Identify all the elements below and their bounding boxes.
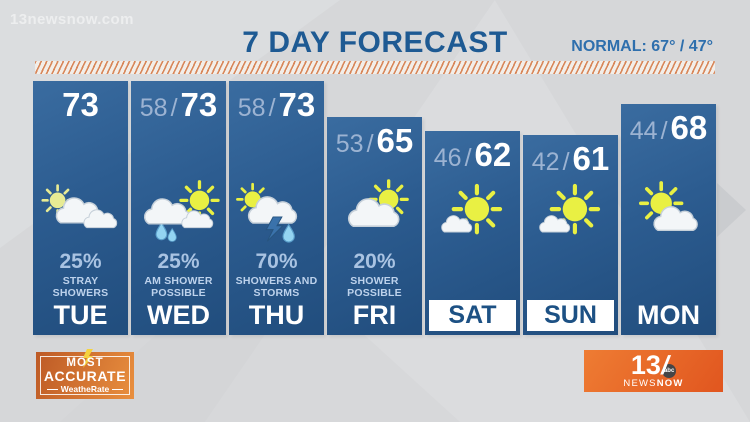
day-column-mon: 44 / 68 MON	[621, 104, 716, 335]
hatched-divider	[35, 61, 715, 74]
low-temp: 53	[335, 130, 364, 158]
condition-text: STRAY SHOWERS	[52, 275, 109, 299]
low-temp: 44	[629, 117, 658, 145]
condition-text: SHOWER POSSIBLE	[347, 275, 402, 299]
showers-then-sun-icon	[131, 180, 226, 245]
temps: 42 / 61	[523, 142, 618, 179]
mostly-sunny-icon	[523, 183, 618, 245]
precip-chance: 20%	[353, 250, 396, 273]
high-temp: 68	[670, 109, 708, 146]
precip-chance: 25%	[59, 250, 102, 273]
day-column-wed: 58 / 73 25% AM SHOWER POSSIBLE WED	[131, 81, 226, 335]
low-temp: 46	[433, 144, 462, 172]
thunderstorm-icon	[229, 182, 324, 245]
day-label: THU	[248, 300, 305, 330]
high-temp: 65	[376, 122, 414, 159]
page-title: 7 DAY FORECAST	[242, 26, 508, 59]
high-temp: 73	[180, 86, 218, 123]
temp-separator: /	[562, 148, 570, 176]
day-label: SUN	[527, 300, 614, 331]
badge-line-3: WeatheRate	[46, 384, 124, 394]
badge-line-2: ACCURATE	[43, 368, 127, 384]
day-label: MON	[637, 300, 700, 330]
temp-separator: /	[660, 117, 668, 145]
weatherate-badge: MOST ACCURATE WeatheRate	[36, 349, 134, 399]
high-temp: 61	[572, 140, 610, 177]
temps: 44 / 68	[621, 111, 716, 148]
temps: 58 / 73	[131, 88, 226, 125]
watermark: 13newsnow.com	[10, 11, 134, 28]
low-temp: 58	[237, 94, 266, 122]
day-label: TUE	[53, 300, 108, 330]
background-chevron-icon	[717, 183, 746, 237]
high-temp: 73	[62, 86, 99, 123]
day-label: SAT	[429, 300, 516, 331]
day-column-fri: 53 / 65 20% SHOWER POSSIBLE FRI	[327, 117, 422, 335]
low-temp: 42	[531, 148, 560, 176]
station-logo: 13 / abc NEWSNOW	[584, 350, 723, 392]
sun-behind-clouds-icon	[33, 183, 128, 245]
temp-separator: /	[268, 94, 276, 122]
mostly-sunny-icon	[425, 183, 520, 245]
temp-separator: /	[170, 94, 178, 122]
sun-behind-cloud-icon	[327, 179, 422, 245]
station-name-now: NOW	[656, 378, 684, 389]
day-column-thu: 58 / 73 70% SHOWERS AND STORMS THU	[229, 81, 324, 335]
temps: 46 / 62	[425, 138, 520, 175]
station-number: 13	[630, 350, 661, 380]
temp-separator: /	[366, 130, 374, 158]
day-label: FRI	[352, 300, 397, 330]
temps: 73	[33, 88, 128, 122]
lightning-bolt-icon	[83, 349, 93, 368]
high-temp: 73	[278, 86, 316, 123]
high-temp: 62	[474, 136, 512, 173]
station-name-news: NEWS	[623, 378, 657, 389]
day-column-sat: 46 / 62 SAT	[425, 131, 520, 335]
day-column-sun: 42 / 61 SUN	[523, 135, 618, 335]
condition-text: SHOWERS AND STORMS	[235, 275, 318, 299]
normal-temps-label: NORMAL: 67° / 47°	[571, 38, 713, 55]
precip-chance: 70%	[255, 250, 298, 273]
precip-chance: 25%	[157, 250, 200, 273]
abc-network-icon: abc	[662, 364, 677, 378]
temps: 58 / 73	[229, 88, 324, 125]
day-label: WED	[147, 300, 210, 330]
day-column-tue: 73 25% STRAY SHOWERS TUE	[33, 81, 128, 335]
badge-line-1: MOST	[66, 357, 104, 369]
sun-with-cloud-icon	[621, 181, 716, 245]
condition-text: AM SHOWER POSSIBLE	[144, 275, 213, 299]
temps: 53 / 65	[327, 124, 422, 161]
temp-separator: /	[464, 144, 472, 172]
low-temp: 58	[139, 94, 168, 122]
